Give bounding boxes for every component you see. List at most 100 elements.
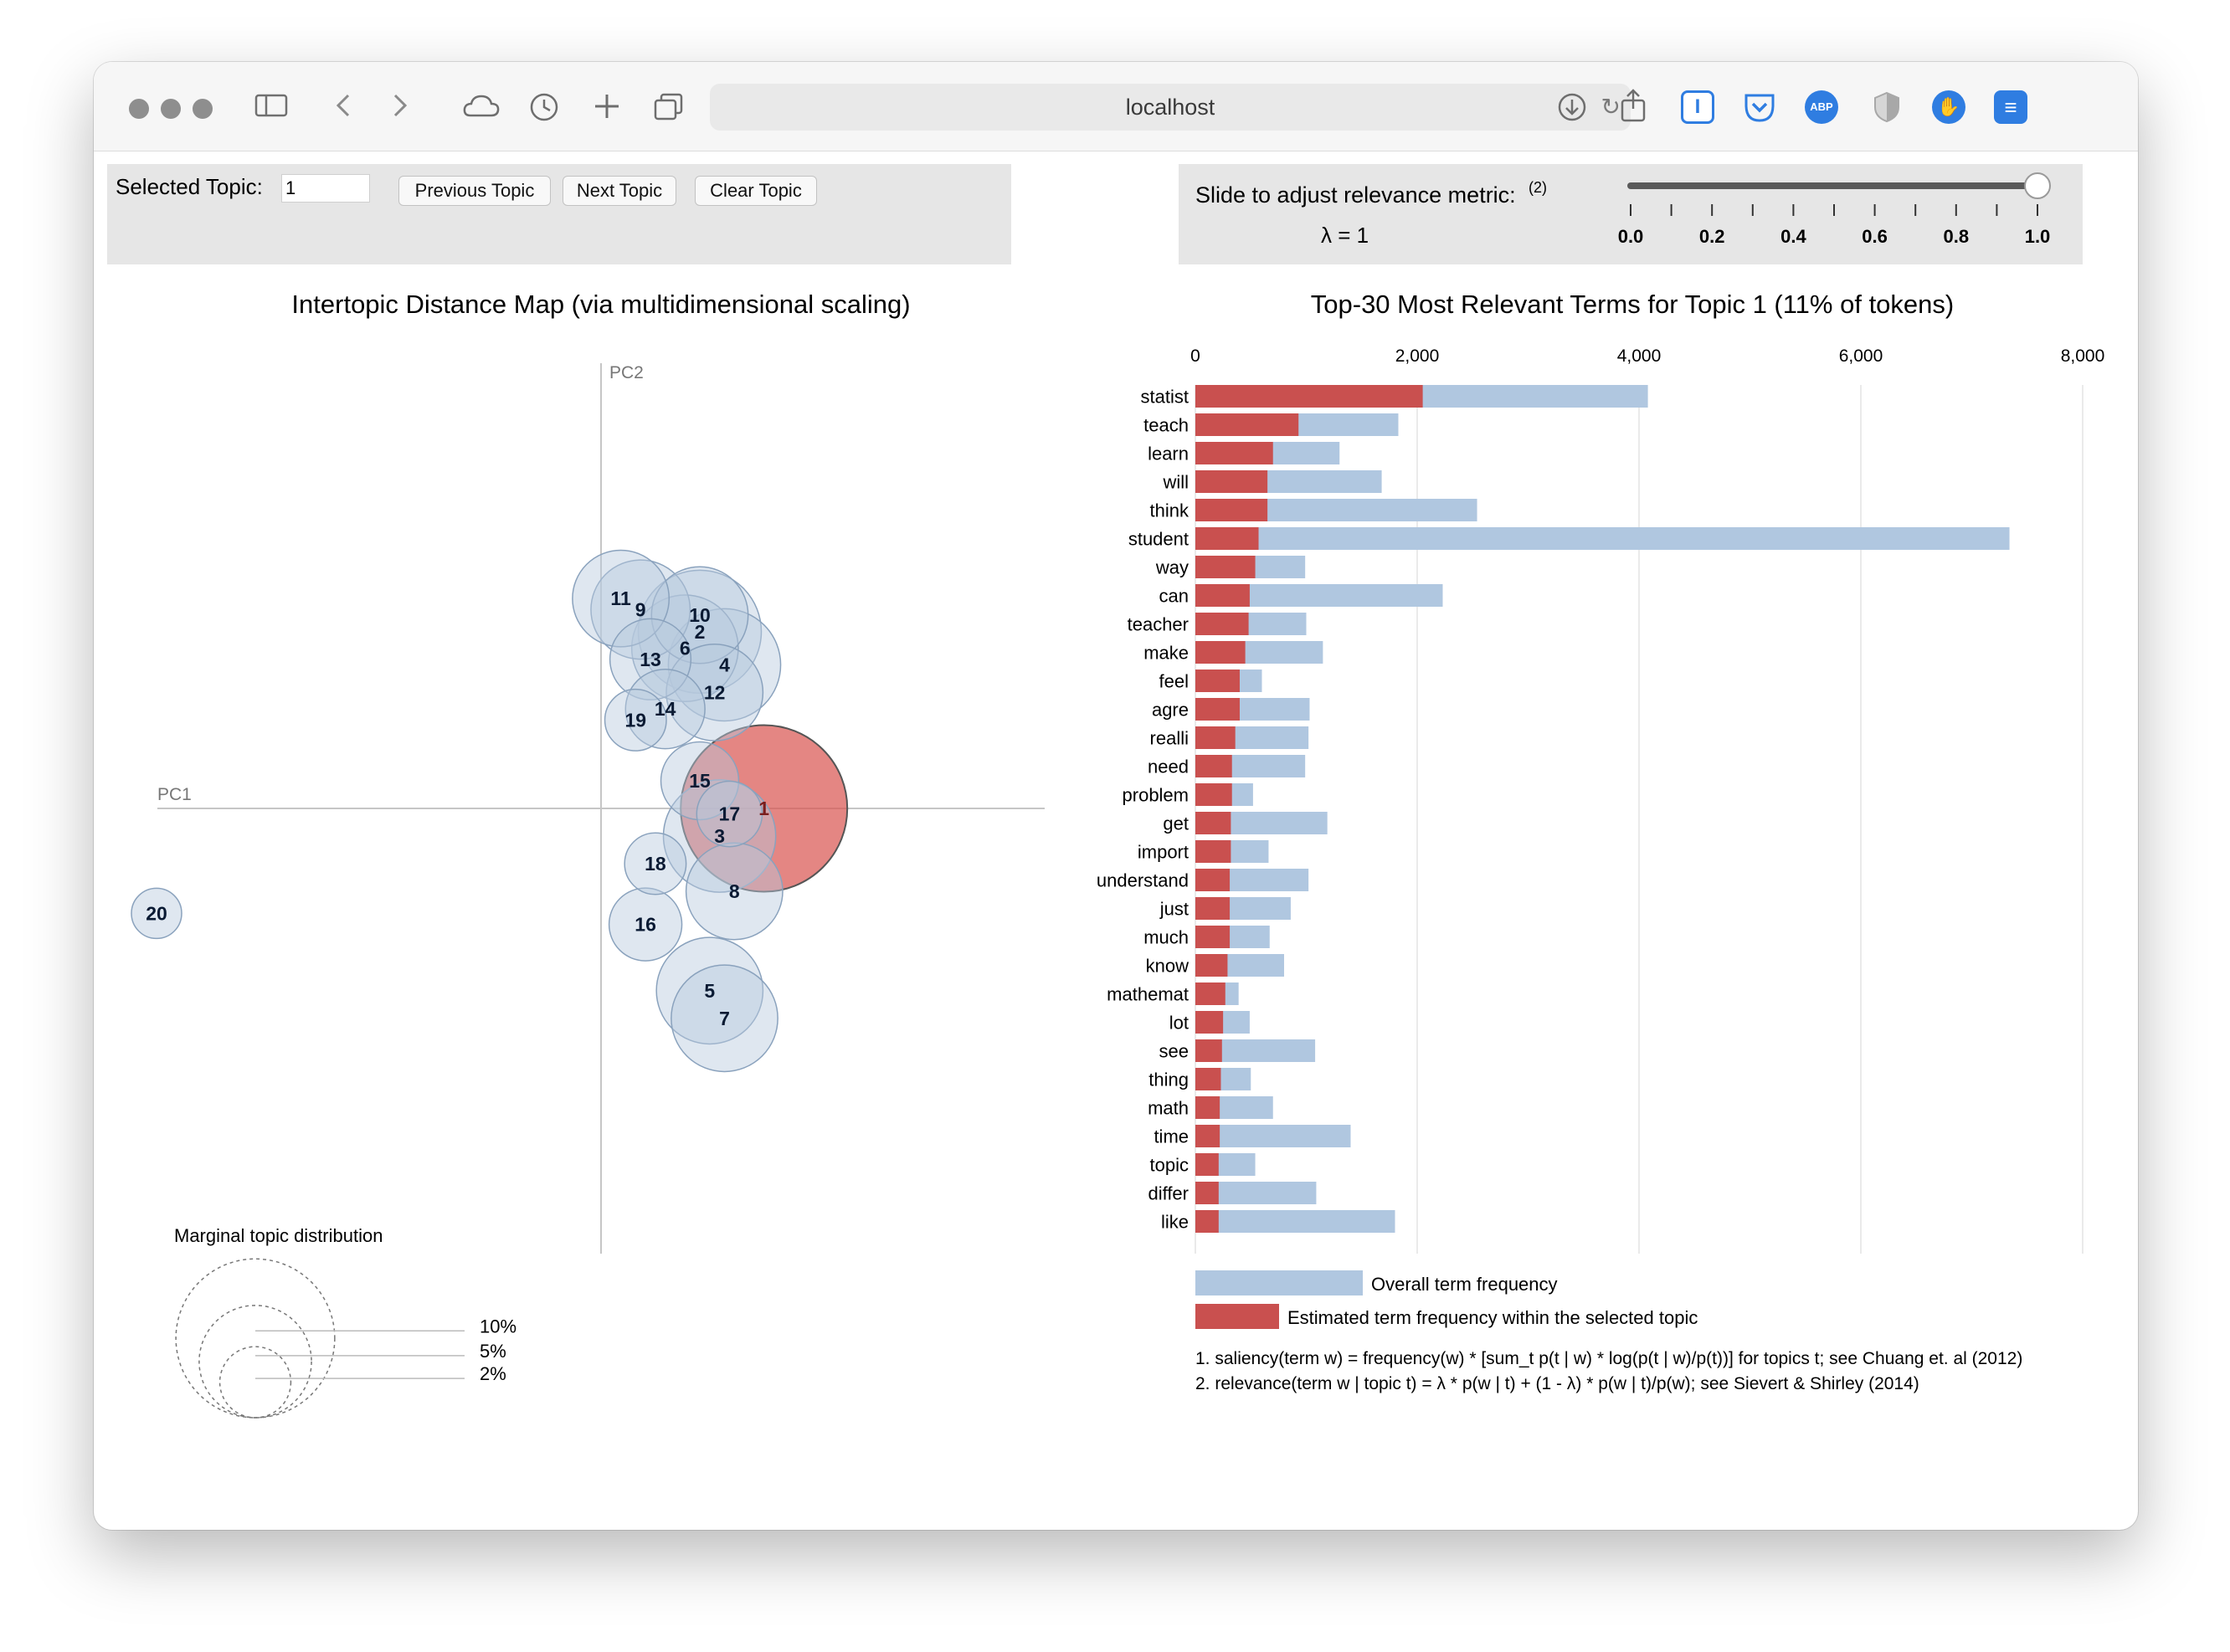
term-label-just[interactable]: just <box>1159 899 1189 920</box>
term-label-problem[interactable]: problem <box>1123 785 1189 806</box>
term-label-topic[interactable]: topic <box>1150 1155 1189 1176</box>
term-label-see[interactable]: see <box>1159 1041 1189 1062</box>
topic-frequency-bar-can[interactable] <box>1195 584 1250 607</box>
topic-frequency-bar-know[interactable] <box>1195 954 1228 977</box>
topic-frequency-bar-differ[interactable] <box>1195 1182 1219 1204</box>
term-label-statist[interactable]: statist <box>1141 387 1189 408</box>
clear-topic-button[interactable]: Clear Topic <box>695 176 817 206</box>
topic-circle-17[interactable] <box>696 780 763 848</box>
topic-circle-7[interactable] <box>671 964 778 1073</box>
share-icon[interactable] <box>1619 89 1647 127</box>
term-label-know[interactable]: know <box>1146 956 1189 977</box>
overall-frequency-bar-time[interactable] <box>1195 1125 1351 1147</box>
topic-frequency-bar-just[interactable] <box>1195 897 1231 920</box>
topic-circle-8[interactable] <box>685 842 784 941</box>
term-label-much[interactable]: much <box>1143 927 1189 948</box>
term-label-learn[interactable]: learn <box>1148 444 1189 464</box>
address-bar[interactable]: localhost ↻ <box>710 84 1631 131</box>
topic-circle-4[interactable] <box>667 608 782 722</box>
stack-icon[interactable]: ≡ <box>1994 90 2027 124</box>
topic-circle-13[interactable] <box>609 618 692 700</box>
topic-frequency-bar-topic[interactable] <box>1195 1153 1219 1176</box>
term-label-agre[interactable]: agre <box>1152 700 1189 721</box>
reload-icon[interactable]: ↻ <box>1601 94 1621 120</box>
term-label-differ[interactable]: differ <box>1148 1183 1189 1204</box>
topic-circle-15[interactable] <box>660 741 740 821</box>
term-label-can[interactable]: can <box>1159 586 1189 607</box>
term-label-understand[interactable]: understand <box>1097 870 1189 891</box>
close-window-button[interactable] <box>129 99 149 119</box>
topic-frequency-bar-time[interactable] <box>1195 1125 1220 1147</box>
topic-frequency-bar-need[interactable] <box>1195 755 1232 777</box>
topic-frequency-bar-much[interactable] <box>1195 926 1231 948</box>
topic-frequency-bar-teacher[interactable] <box>1195 613 1249 635</box>
overall-frequency-bar-like[interactable] <box>1195 1210 1395 1233</box>
topic-circle-6[interactable] <box>630 594 739 702</box>
topic-frequency-bar-way[interactable] <box>1195 556 1256 578</box>
term-label-thing[interactable]: thing <box>1148 1070 1189 1090</box>
topic-frequency-bar-see[interactable] <box>1195 1039 1222 1062</box>
term-label-realli[interactable]: realli <box>1150 728 1189 749</box>
icloud-tabs-icon[interactable] <box>462 94 501 124</box>
topic-frequency-bar-problem[interactable] <box>1195 783 1232 806</box>
forward-icon[interactable] <box>387 92 412 124</box>
history-icon[interactable] <box>529 92 559 127</box>
topic-frequency-bar-teach[interactable] <box>1195 413 1299 436</box>
term-label-teacher[interactable]: teacher <box>1128 614 1189 635</box>
topic-frequency-bar-agre[interactable] <box>1195 698 1240 721</box>
minimize-window-button[interactable] <box>161 99 181 119</box>
term-label-teach[interactable]: teach <box>1143 415 1189 436</box>
topic-frequency-bar-import[interactable] <box>1195 840 1231 863</box>
term-label-mathemat[interactable]: mathemat <box>1107 984 1189 1005</box>
relevance-slider[interactable]: 0.0 0.2 0.4 0.6 0.8 1.0 <box>1179 164 2083 264</box>
selected-topic-input[interactable] <box>281 174 370 203</box>
topic-frequency-bar-realli[interactable] <box>1195 726 1236 749</box>
term-label-think[interactable]: think <box>1150 500 1190 521</box>
zoom-window-button[interactable] <box>193 99 213 119</box>
topic-circle-11[interactable] <box>572 549 671 648</box>
overall-frequency-bar-student[interactable] <box>1195 527 2010 550</box>
term-label-import[interactable]: import <box>1138 842 1189 863</box>
sidebar-icon[interactable] <box>254 92 288 124</box>
term-label-get[interactable]: get <box>1163 813 1189 834</box>
back-icon[interactable] <box>331 92 357 124</box>
topic-circle-19[interactable] <box>604 688 667 752</box>
topic-frequency-bar-think[interactable] <box>1195 499 1268 521</box>
topic-frequency-bar-make[interactable] <box>1195 641 1246 664</box>
term-label-feel[interactable]: feel <box>1159 671 1189 692</box>
pocket-icon[interactable] <box>1743 90 1776 124</box>
topic-frequency-bar-like[interactable] <box>1195 1210 1219 1233</box>
next-topic-button[interactable]: Next Topic <box>563 176 676 206</box>
stop-hand-icon[interactable]: ✋ <box>1932 90 1965 124</box>
new-tab-icon[interactable] <box>593 92 621 126</box>
previous-topic-button[interactable]: Previous Topic <box>398 176 551 206</box>
topic-frequency-bar-mathemat[interactable] <box>1195 982 1225 1005</box>
term-label-way[interactable]: way <box>1155 557 1189 578</box>
topic-circle-1[interactable] <box>680 724 849 893</box>
term-label-student[interactable]: student <box>1128 529 1189 550</box>
topic-frequency-bar-lot[interactable] <box>1195 1011 1224 1034</box>
tab-overview-icon[interactable] <box>653 92 685 127</box>
topic-circle-3[interactable] <box>662 779 777 893</box>
topic-frequency-bar-statist[interactable] <box>1195 385 1423 408</box>
topic-frequency-bar-thing[interactable] <box>1195 1068 1221 1090</box>
term-label-time[interactable]: time <box>1154 1126 1189 1147</box>
topic-frequency-bar-math[interactable] <box>1195 1096 1220 1119</box>
slider-thumb[interactable] <box>2024 172 2051 199</box>
topic-circle-9[interactable] <box>590 559 691 660</box>
topic-frequency-bar-will[interactable] <box>1195 470 1268 493</box>
topic-circle-18[interactable] <box>624 832 687 895</box>
adblock-plus-icon[interactable]: ABP <box>1805 90 1838 124</box>
topic-frequency-bar-understand[interactable] <box>1195 869 1231 891</box>
topic-circle-14[interactable] <box>624 669 706 750</box>
topic-frequency-bar-feel[interactable] <box>1195 670 1240 692</box>
term-label-need[interactable]: need <box>1148 757 1189 777</box>
term-label-math[interactable]: math <box>1148 1098 1189 1119</box>
term-label-make[interactable]: make <box>1143 643 1189 664</box>
term-label-will[interactable]: will <box>1162 472 1189 493</box>
term-label-like[interactable]: like <box>1161 1212 1189 1233</box>
topic-circle-16[interactable] <box>608 887 683 962</box>
reader-extension-icon[interactable]: I <box>1681 90 1714 124</box>
topic-frequency-bar-student[interactable] <box>1195 527 1259 550</box>
downloads-icon[interactable] <box>1557 92 1587 127</box>
